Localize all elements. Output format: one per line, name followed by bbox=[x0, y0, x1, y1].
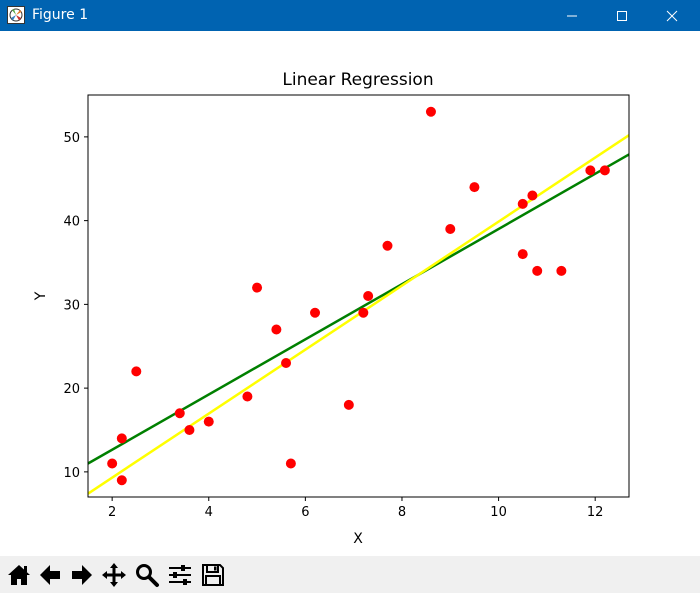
data-point bbox=[599, 165, 610, 176]
y-axis-label: Y bbox=[33, 291, 49, 301]
back-button[interactable] bbox=[35, 560, 65, 590]
data-point bbox=[285, 458, 296, 469]
zoom-button[interactable] bbox=[132, 560, 162, 590]
x-axis-label: X bbox=[353, 531, 363, 547]
axes-frame bbox=[87, 94, 630, 498]
data-point bbox=[116, 433, 127, 444]
forward-button[interactable] bbox=[67, 560, 97, 590]
data-point bbox=[425, 106, 436, 117]
home-icon bbox=[8, 565, 30, 585]
minimize-icon bbox=[567, 15, 577, 17]
y-tick-label: 50 bbox=[63, 131, 80, 146]
data-point bbox=[131, 366, 142, 377]
maximize-button[interactable] bbox=[599, 0, 645, 31]
data-point bbox=[271, 324, 282, 335]
y-tick-label: 40 bbox=[63, 215, 80, 230]
y-tick-label: 30 bbox=[63, 298, 80, 313]
data-point bbox=[281, 358, 292, 368]
regression-line-1 bbox=[87, 153, 630, 465]
chart-title: Linear Regression bbox=[282, 70, 433, 90]
data-point bbox=[184, 425, 195, 435]
data-point bbox=[343, 399, 354, 410]
minimize-button[interactable] bbox=[549, 0, 595, 31]
y-axis-ticks: 10 20 30 40 50 bbox=[63, 131, 88, 481]
home-button[interactable] bbox=[4, 560, 34, 590]
title-bar[interactable]: Figure 1 bbox=[0, 0, 700, 31]
pan-button[interactable] bbox=[99, 560, 129, 590]
data-point bbox=[382, 240, 393, 251]
data-point bbox=[517, 249, 528, 260]
x-tick-label: 2 bbox=[108, 505, 116, 520]
data-point bbox=[116, 475, 127, 486]
data-point bbox=[532, 265, 543, 276]
forward-arrow-icon bbox=[72, 565, 92, 585]
data-point bbox=[242, 391, 253, 402]
regression-lines bbox=[87, 134, 630, 495]
figure-canvas[interactable] bbox=[0, 31, 700, 556]
data-point bbox=[174, 408, 185, 419]
regression-line-2 bbox=[87, 134, 630, 495]
x-tick-label: 12 bbox=[587, 505, 604, 520]
data-point bbox=[203, 416, 214, 427]
x-tick-label: 10 bbox=[490, 505, 507, 520]
data-point bbox=[527, 190, 538, 201]
x-tick-label: 8 bbox=[398, 505, 406, 520]
data-point bbox=[363, 291, 374, 301]
data-point bbox=[252, 282, 263, 293]
data-points bbox=[107, 106, 610, 486]
y-tick-label: 10 bbox=[63, 466, 80, 481]
configure-subplots-button[interactable] bbox=[165, 560, 195, 590]
window-title: Figure 1 bbox=[32, 7, 89, 23]
maximize-icon bbox=[617, 11, 627, 21]
data-point bbox=[358, 307, 369, 318]
y-tick-label: 20 bbox=[63, 382, 80, 397]
data-point bbox=[310, 307, 321, 318]
data-point bbox=[556, 265, 567, 276]
matplotlib-figure-icon bbox=[7, 6, 25, 24]
close-button[interactable] bbox=[649, 0, 695, 31]
back-arrow-icon bbox=[40, 565, 60, 585]
data-point bbox=[107, 458, 118, 469]
data-point bbox=[517, 198, 528, 209]
data-point bbox=[445, 224, 456, 234]
x-tick-label: 6 bbox=[301, 505, 309, 520]
x-axis-ticks: 2 4 6 8 10 12 bbox=[108, 497, 603, 520]
x-tick-label: 4 bbox=[205, 505, 213, 520]
close-icon bbox=[666, 10, 678, 22]
navigation-toolbar bbox=[0, 556, 700, 593]
zoom-icon bbox=[136, 564, 159, 587]
save-icon bbox=[202, 564, 224, 586]
data-point bbox=[469, 182, 480, 193]
data-point bbox=[585, 165, 596, 176]
pan-icon bbox=[102, 563, 126, 587]
save-button[interactable] bbox=[198, 560, 228, 590]
configure-subplots-icon bbox=[169, 565, 191, 585]
